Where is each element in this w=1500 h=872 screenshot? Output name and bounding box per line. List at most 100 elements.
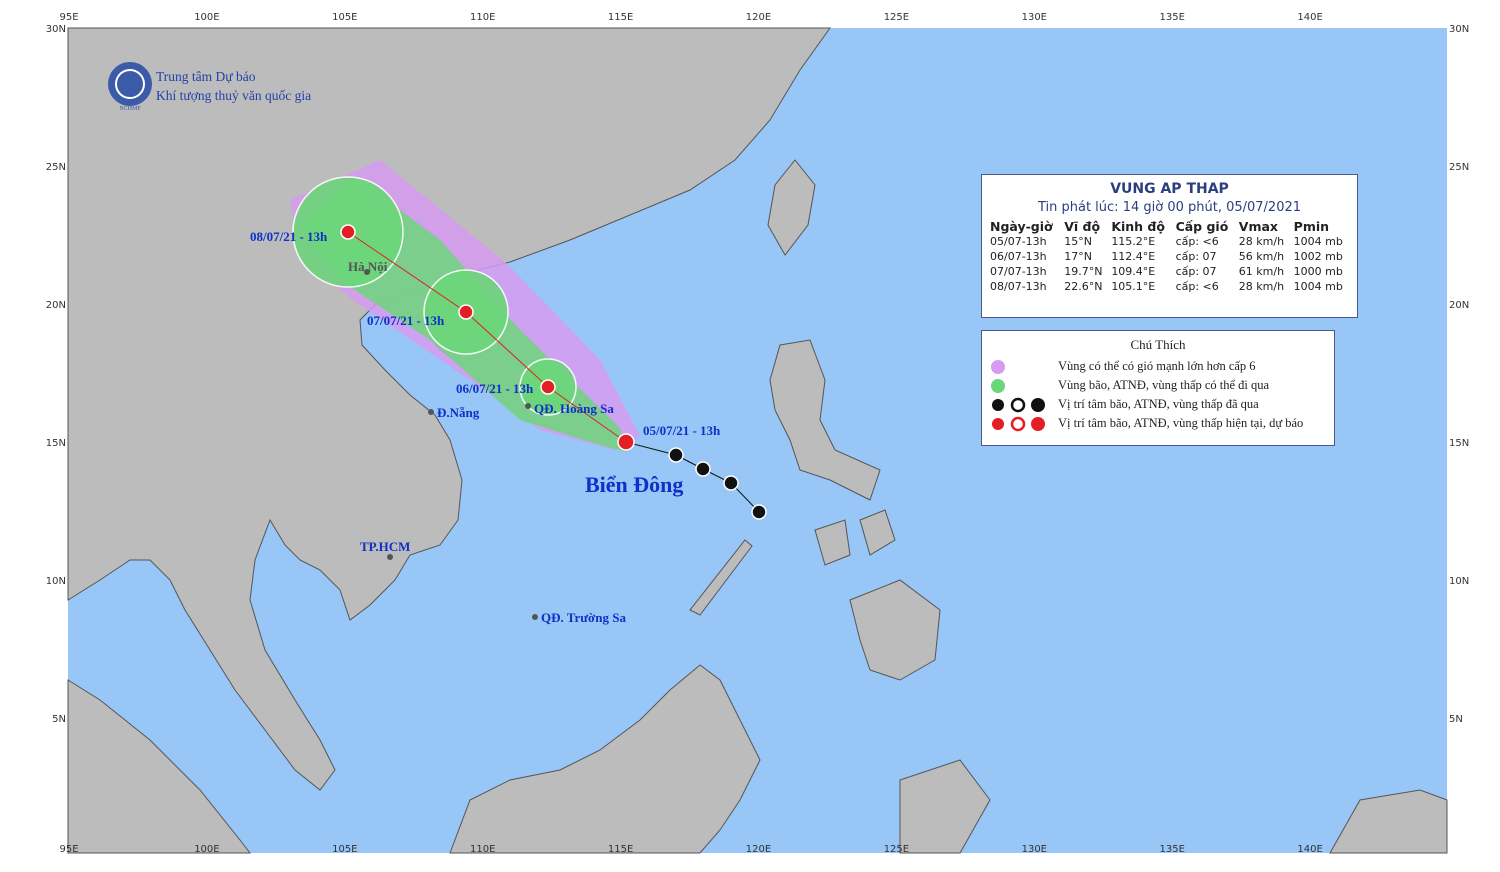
legend-icon: [990, 359, 1058, 375]
track: [340, 224, 767, 520]
lon-label: 100E: [194, 12, 219, 23]
org-line: Trung tâm Dự báo: [156, 69, 256, 84]
bulletin-title: VUNG AP THAP: [1110, 181, 1229, 197]
legend-text: Vùng có thể có gió mạnh lớn hơn cấp 6: [1058, 359, 1256, 373]
lon-label: 120E: [746, 844, 771, 855]
place-label: Đ.Nẵng: [437, 405, 480, 420]
lat-label: 15N: [1449, 438, 1469, 449]
table-row: 08/07-13h 22.6°N 105.1°E cấp: <6 28 km/h 1004…: [988, 279, 1351, 294]
table-row: 06/07-13h 17°N 112.4°E cấp: 07 56 km/h 1002 m…: [988, 249, 1351, 264]
legend-icon: [990, 397, 1058, 413]
table-cell: 07/07-13h: [990, 265, 1047, 278]
column-header: Vĩ độ: [1064, 219, 1101, 234]
table-row: 05/07-13h 15°N 115.2°E cấp: <6 28 km/h 1004 m…: [988, 234, 1351, 249]
table-cell: 08/07-13h: [990, 280, 1047, 293]
table-cell: 56 km/h: [1238, 250, 1285, 263]
lat-label: 30N: [46, 24, 66, 35]
column-header: Cấp gió: [1175, 219, 1229, 234]
bulletin: VUNG AP THAP Tin phát lúc: 14 giờ 00 phú…: [981, 174, 1358, 318]
lon-label: 120E: [746, 12, 771, 23]
table-cell: 109.4°E: [1111, 265, 1156, 278]
table-cell: 17°N: [1064, 250, 1092, 263]
lat-label: 20N: [1449, 300, 1469, 311]
legend-row: Vị trí tâm bão, ATNĐ, vùng thấp đã qua: [990, 395, 1326, 414]
table-cell: cấp: 07: [1175, 265, 1217, 278]
legend-icon: [990, 416, 1058, 432]
lat-label: 15N: [46, 438, 66, 449]
table-cell: 105.1°E: [1111, 280, 1156, 293]
place-dots: [364, 269, 538, 620]
table-cell: cấp: 07: [1175, 250, 1217, 263]
lat-label: 30N: [1449, 24, 1469, 35]
legend-text: Vùng bão, ATNĐ, vùng thấp có thể đi qua: [1058, 378, 1270, 392]
lat-label: 10N: [46, 576, 66, 587]
table-cell: 1002 mb: [1293, 250, 1343, 263]
lon-label: 110E: [470, 844, 495, 855]
bulletin-issued: Tin phát lúc: 14 giờ 00 phút, 05/07/2021: [1037, 200, 1302, 215]
lon-label: 125E: [884, 12, 909, 23]
lat-label: 5N: [52, 714, 66, 725]
table-cell: 05/07-13h: [990, 235, 1047, 248]
track-label: 06/07/21 - 13h: [456, 381, 534, 396]
lon-label: 130E: [1022, 844, 1047, 855]
place-label: QĐ. Hoàng Sa: [534, 401, 614, 416]
lon-label: 140E: [1297, 12, 1322, 23]
table-cell: 1000 mb: [1293, 265, 1343, 278]
lon-label: 115E: [608, 12, 633, 23]
legend-text: Vị trí tâm bão, ATNĐ, vùng thấp hiện tại…: [1058, 416, 1304, 430]
table-cell: 28 km/h: [1238, 280, 1285, 293]
column-header: Ngày-giờ: [990, 219, 1053, 234]
table-row: 07/07-13h 19.7°N 109.4°E cấp: 07 61 km/h 1000…: [988, 264, 1351, 279]
table-cell: 1004 mb: [1293, 235, 1343, 248]
table-cell: 19.7°N: [1064, 265, 1103, 278]
table-cell: 115.2°E: [1111, 235, 1156, 248]
lon-label: 95E: [59, 12, 78, 23]
legend-icon: [990, 378, 1058, 394]
column-header: Kinh độ: [1111, 219, 1165, 234]
table-cell: 1004 mb: [1293, 280, 1343, 293]
lat-label: 20N: [46, 300, 66, 311]
table-cell: 06/07-13h: [990, 250, 1047, 263]
place-label: TP.HCM: [360, 539, 410, 554]
land: [67, 27, 1448, 854]
map-labels: 08/07/21 - 13h 07/07/21 - 13h 06/07/21 - 1…: [250, 229, 721, 625]
column-header: Vmax: [1238, 219, 1278, 234]
legend-title: Chú Thích: [1130, 337, 1186, 352]
legend-row: Vùng bão, ATNĐ, vùng thấp có thể đi qua: [990, 376, 1326, 395]
legend-row: Vị trí tâm bão, ATNĐ, vùng thấp hiện tại…: [990, 414, 1326, 433]
track-label: 07/07/21 - 13h: [367, 313, 445, 328]
org-line: Khí tượng thuỷ văn quốc gia: [156, 88, 311, 103]
lon-label: 140E: [1297, 844, 1322, 855]
axis-labels: 95E 95E 100E 100E 105E 105E 110E 110E 115E 115E 12…: [46, 12, 1469, 855]
bulletin-table: Ngày-giờ Vĩ độ Kinh độ Cấp gió Vmax Pmin 05/07…: [988, 219, 1351, 294]
lon-label: 135E: [1159, 844, 1184, 855]
column-header: Pmin: [1293, 219, 1330, 234]
place-label: QĐ. Trường Sa: [541, 610, 626, 625]
table-cell: cấp: <6: [1175, 280, 1219, 293]
lat-label: 25N: [1449, 162, 1469, 173]
place-label: Biển Đông: [585, 472, 683, 497]
legend-text: Vị trí tâm bão, ATNĐ, vùng thấp đã qua: [1058, 397, 1259, 411]
lon-label: 105E: [332, 844, 357, 855]
legend-row: Vùng có thể có gió mạnh lớn hơn cấp 6: [990, 357, 1326, 376]
table-cell: 112.4°E: [1111, 250, 1156, 263]
lon-label: 115E: [608, 844, 633, 855]
lon-label: 110E: [470, 12, 495, 23]
table-cell: 22.6°N: [1064, 280, 1103, 293]
place-label: Hà Nội: [348, 259, 388, 274]
table-cell: 15°N: [1064, 235, 1092, 248]
track-label: 08/07/21 - 13h: [250, 229, 328, 244]
track-label: 05/07/21 - 13h: [643, 423, 721, 438]
lat-label: 25N: [46, 162, 66, 173]
logo: NCHMF: [108, 62, 152, 112]
table-cell: 61 km/h: [1238, 265, 1285, 278]
lon-label: 105E: [332, 12, 357, 23]
lat-label: 10N: [1449, 576, 1469, 587]
lon-label: 135E: [1159, 12, 1184, 23]
lon-label: 125E: [884, 844, 909, 855]
lon-label: 95E: [59, 844, 78, 855]
table-cell: 28 km/h: [1238, 235, 1285, 248]
lon-label: 130E: [1022, 12, 1047, 23]
lon-label: 100E: [194, 844, 219, 855]
